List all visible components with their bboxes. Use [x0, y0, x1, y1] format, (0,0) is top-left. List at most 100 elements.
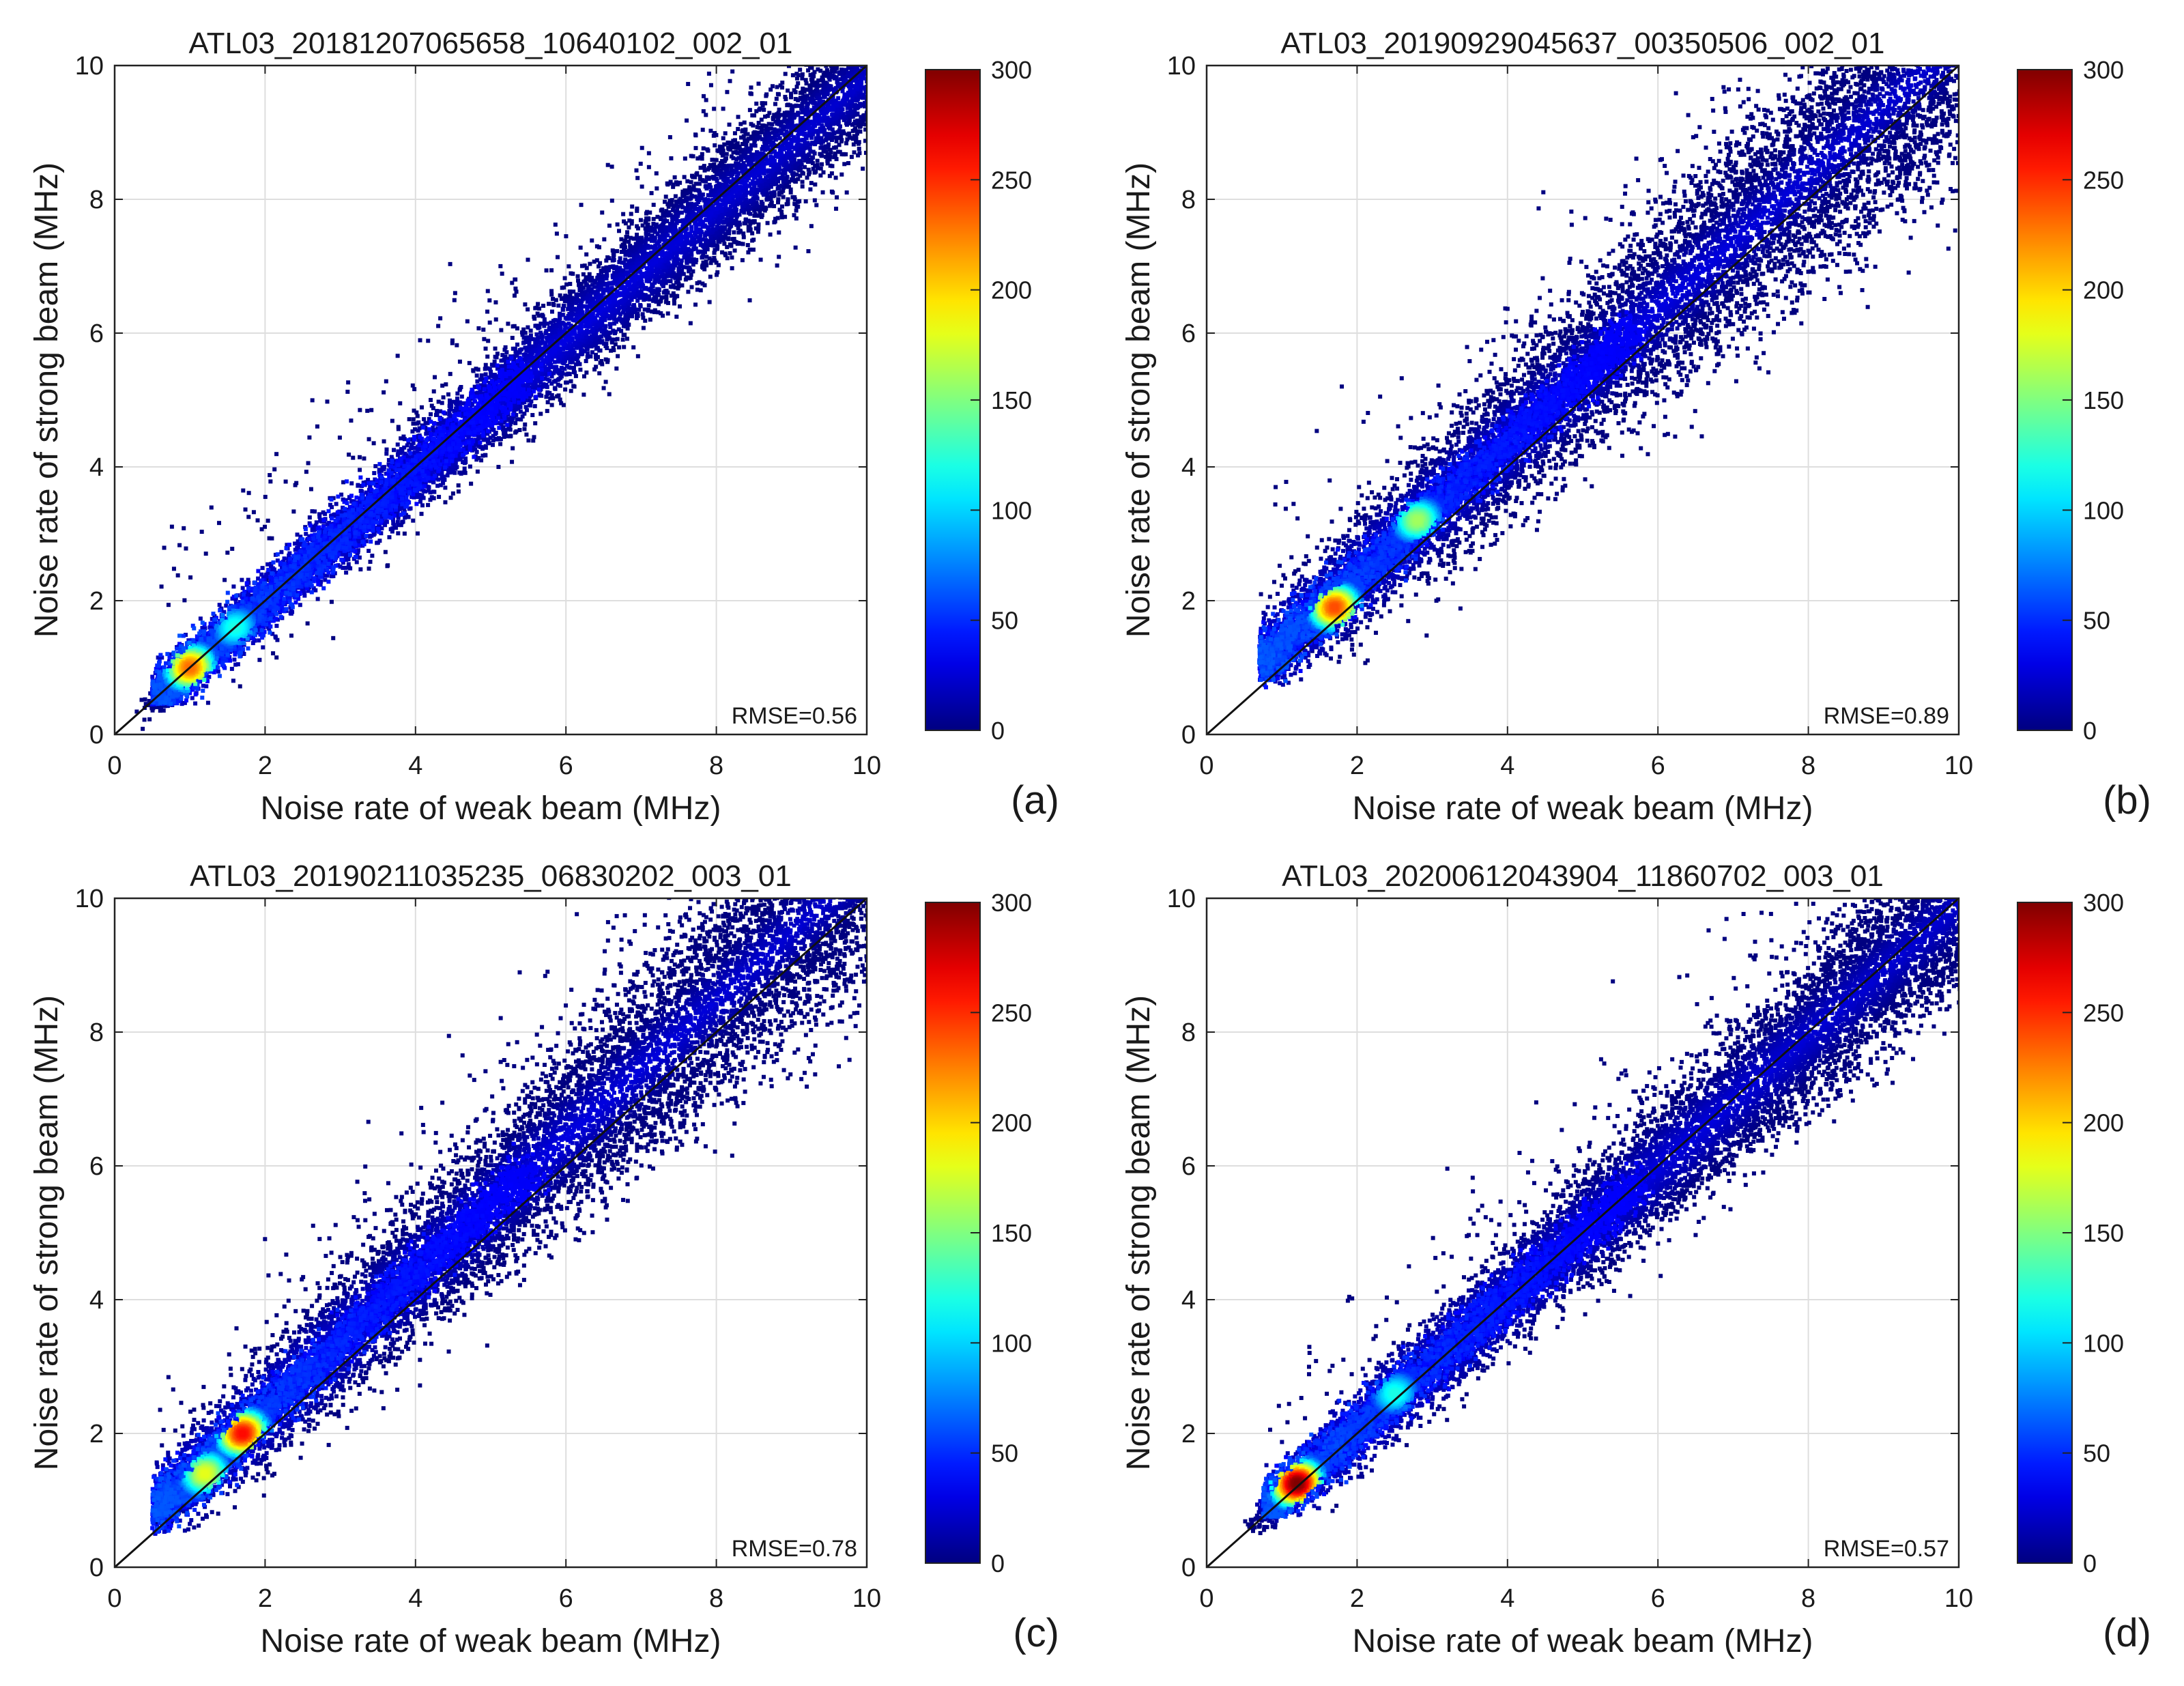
x-tick-label: 2 [1350, 752, 1364, 780]
colorbar-tick-label: 100 [2083, 496, 2124, 524]
colorbar-tick-label: 150 [2083, 1219, 2124, 1247]
y-tick-label: 4 [89, 453, 104, 482]
colorbar-tick-label: 250 [991, 999, 1032, 1027]
x-tick-label: 6 [1651, 1584, 1665, 1613]
chart-panel-c: 0 2 4 6 8 10 0 2 4 6 8 10 ATL03_20190211035235_06830… [0, 833, 1092, 1666]
colorbar-tick-label: 150 [991, 386, 1032, 414]
y-tick-label: 0 [89, 721, 104, 749]
y-tick-label: 8 [1181, 1018, 1196, 1047]
colorbar-tick-label: 0 [2083, 717, 2097, 745]
chart-svg-b: 0 2 4 6 8 100246810ATL03_20190929045637_00350… [1092, 0, 2184, 833]
x-axis-label: Noise rate of weak beam (MHz) [1353, 790, 1813, 827]
x-axis-label: Noise rate of weak beam (MHz) [261, 790, 721, 827]
x-tick-label: 0 [1199, 1584, 1213, 1613]
colorbar-tick-label: 200 [2083, 276, 2124, 304]
y-tick-label: 0 [89, 1554, 104, 1582]
x-tick-label: 8 [709, 1584, 723, 1613]
y-tick-label: 8 [1181, 186, 1196, 214]
rmse-annotation: RMSE=0.78 [732, 1536, 857, 1562]
panel-label: (a) [1011, 778, 1059, 823]
rmse-annotation: RMSE=0.56 [732, 703, 857, 729]
y-axis-label: Noise rate of strong beam (MHz) [29, 995, 65, 1470]
x-tick-label: 2 [258, 752, 272, 780]
panel-label: (d) [2103, 1611, 2151, 1655]
y-tick-label: 2 [89, 587, 104, 616]
x-tick-label: 8 [1801, 1584, 1815, 1613]
y-tick-label: 2 [1181, 1420, 1196, 1448]
x-tick-label: 0 [107, 752, 121, 780]
colorbar-tick-label: 250 [991, 166, 1032, 194]
chart-title: ATL03_20200612043904_11860702_003_01 [1282, 859, 1884, 893]
colorbar-tick-label: 0 [991, 717, 1005, 745]
x-tick-label: 6 [559, 1584, 573, 1613]
x-tick-label: 10 [1944, 1584, 1973, 1613]
y-tick-label: 10 [75, 52, 104, 81]
chart-panel-b: 0 2 4 6 8 10 0 2 4 6 8 10 ATL03_20190929045637_00350… [1092, 0, 2184, 833]
y-axis-label: Noise rate of strong beam (MHz) [1121, 162, 1157, 638]
colorbar-tick-label: 50 [2083, 607, 2110, 635]
y-tick-label: 6 [89, 1152, 104, 1181]
colorbar-tick-label: 0 [991, 1549, 1005, 1577]
colorbar-tick-label: 100 [991, 496, 1032, 524]
chart-title: ATL03_20190929045637_00350506_002_01 [1281, 27, 1885, 60]
y-tick-label: 2 [89, 1420, 104, 1448]
x-tick-label: 10 [852, 1584, 881, 1613]
y-tick-label: 10 [75, 885, 104, 913]
colorbar-tick-label: 200 [2083, 1109, 2124, 1137]
colorbar-tick-label: 300 [991, 56, 1032, 84]
colorbar-tick-label: 50 [991, 1440, 1018, 1468]
x-tick-label: 2 [1350, 1584, 1364, 1613]
x-tick-label: 0 [107, 1584, 121, 1613]
y-tick-label: 0 [1181, 1554, 1196, 1582]
y-tick-label: 0 [1181, 721, 1196, 749]
rmse-annotation: RMSE=0.57 [1824, 1536, 1949, 1562]
y-tick-label: 10 [1167, 885, 1196, 913]
x-tick-label: 2 [258, 1584, 272, 1613]
chart-svg-a: 0 2 4 6 8 100246810ATL03_20181207065658_10640… [0, 0, 1092, 833]
panel-label: (c) [1013, 1611, 1059, 1655]
y-axis-label: Noise rate of strong beam (MHz) [29, 162, 65, 638]
panel-label: (b) [2103, 778, 2151, 823]
colorbar-tick-label: 300 [991, 889, 1032, 917]
chart-title: ATL03_20181207065658_10640102_002_01 [189, 27, 793, 60]
y-tick-label: 4 [1181, 453, 1196, 482]
x-tick-label: 6 [1651, 752, 1665, 780]
x-tick-label: 4 [1500, 752, 1514, 780]
y-tick-label: 4 [1181, 1286, 1196, 1315]
x-tick-label: 4 [408, 752, 422, 780]
chart-panel-d: 0 2 4 6 8 10 0 2 4 6 8 10 ATL03_20200612043904_11860… [1092, 833, 2184, 1666]
y-tick-label: 8 [89, 1018, 104, 1047]
x-tick-label: 10 [1944, 752, 1973, 780]
chart-panel-a: 0 2 4 6 8 10 0 2 4 6 8 10 ATL03_20181207065658_10640… [0, 0, 1092, 833]
colorbar-tick-label: 200 [991, 276, 1032, 304]
x-tick-label: 8 [1801, 752, 1815, 780]
y-tick-label: 8 [89, 186, 104, 214]
x-axis-label: Noise rate of weak beam (MHz) [261, 1623, 721, 1659]
x-tick-label: 4 [408, 1584, 422, 1613]
colorbar-tick-label: 250 [2083, 999, 2124, 1027]
colorbar-tick-label: 150 [2083, 386, 2124, 414]
y-axis-label: Noise rate of strong beam (MHz) [1121, 995, 1157, 1470]
colorbar-tick-label: 300 [2083, 889, 2124, 917]
y-tick-label: 2 [1181, 587, 1196, 616]
y-tick-label: 10 [1167, 52, 1196, 81]
colorbar-tick-label: 300 [2083, 56, 2124, 84]
rmse-annotation: RMSE=0.89 [1824, 703, 1949, 729]
chart-svg-d: 0 2 4 6 8 100246810ATL03_20200612043904_11860… [1092, 833, 2184, 1666]
colorbar-tick-label: 50 [991, 607, 1018, 635]
x-axis-label: Noise rate of weak beam (MHz) [1353, 1623, 1813, 1659]
x-tick-label: 10 [852, 752, 881, 780]
chart-title: ATL03_20190211035235_06830202_003_01 [190, 859, 792, 893]
y-tick-label: 4 [89, 1286, 104, 1315]
colorbar-tick-label: 100 [991, 1329, 1032, 1357]
x-tick-label: 6 [559, 752, 573, 780]
colorbar-tick-label: 0 [2083, 1549, 2097, 1577]
x-tick-label: 0 [1199, 752, 1213, 780]
colorbar-tick-label: 50 [2083, 1440, 2110, 1468]
y-tick-label: 6 [1181, 1152, 1196, 1181]
colorbar-tick-label: 150 [991, 1219, 1032, 1247]
chart-svg-c: 0 2 4 6 8 100246810ATL03_20190211035235_06830… [0, 833, 1092, 1666]
colorbar-tick-label: 250 [2083, 166, 2124, 194]
colorbar-tick-label: 200 [991, 1109, 1032, 1137]
y-tick-label: 6 [1181, 319, 1196, 348]
